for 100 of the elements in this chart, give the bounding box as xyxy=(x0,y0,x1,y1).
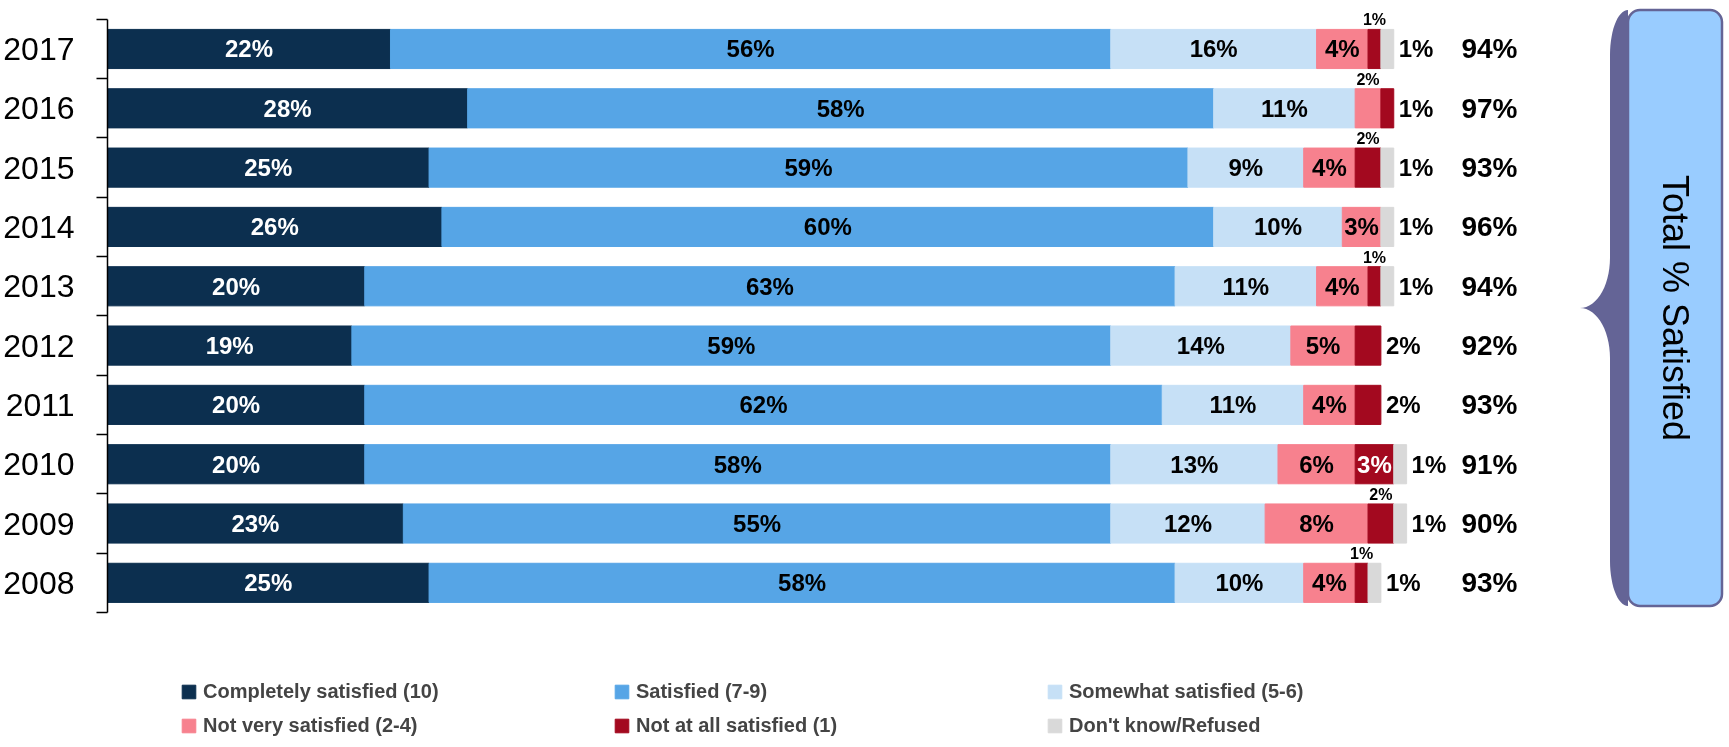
data-label: 14% xyxy=(1176,332,1225,360)
y-tick-label: 2016 xyxy=(3,90,75,127)
data-label: 20% xyxy=(212,272,261,300)
data-label: 11% xyxy=(1209,391,1257,419)
data-label: 3% xyxy=(1344,213,1379,241)
data-label: 1% xyxy=(1362,11,1387,29)
bar xyxy=(107,325,353,366)
data-label: 20% xyxy=(212,391,261,419)
data-label: 10% xyxy=(1215,569,1264,597)
data-label: 3% xyxy=(1357,450,1392,478)
bar xyxy=(107,28,391,70)
bar xyxy=(1110,325,1292,366)
y-tick-label: 2009 xyxy=(3,505,75,542)
data-label: 1% xyxy=(1362,248,1387,266)
bar xyxy=(441,206,1215,248)
bar xyxy=(1393,503,1408,544)
data-label: 55% xyxy=(733,510,782,538)
legend-label: Not very satisfied (2-4) xyxy=(203,714,419,737)
text: 93% xyxy=(1461,389,1518,421)
bar xyxy=(1367,562,1382,603)
legend-label: Don't know/Refused xyxy=(1069,714,1262,737)
data-label: 25% xyxy=(244,154,293,182)
bar xyxy=(1380,147,1395,188)
data-label: 10% xyxy=(1253,213,1303,241)
data-label: 16% xyxy=(1189,35,1238,63)
bar xyxy=(1354,147,1382,188)
bar xyxy=(107,384,366,425)
bar xyxy=(107,88,469,129)
data-label: 1% xyxy=(1411,450,1447,478)
bar xyxy=(1354,384,1382,425)
bar xyxy=(1380,28,1395,70)
bar xyxy=(1174,562,1305,603)
y-tick-label: 2012 xyxy=(3,327,75,364)
bar xyxy=(107,147,430,188)
bar xyxy=(1110,28,1318,70)
text: 91% xyxy=(1461,448,1518,480)
data-label: 59% xyxy=(784,154,833,182)
data-label: 26% xyxy=(250,213,299,241)
data-label: 63% xyxy=(745,272,794,300)
data-label: 1% xyxy=(1350,545,1374,563)
bar xyxy=(1264,503,1369,544)
data-label: 62% xyxy=(739,391,788,419)
data-label: 5% xyxy=(1305,332,1341,360)
bar xyxy=(1110,444,1279,485)
bar xyxy=(402,503,1112,544)
data-label: 19% xyxy=(205,332,254,360)
bar xyxy=(364,266,1176,307)
text: 93% xyxy=(1461,567,1518,599)
y-tick-label: 2008 xyxy=(3,564,75,601)
bar xyxy=(1213,206,1343,248)
legend-label: Not at all satisfied (1) xyxy=(636,714,839,737)
bar xyxy=(389,28,1112,70)
data-label: 58% xyxy=(713,450,762,478)
bar xyxy=(1380,266,1395,307)
data-label: 12% xyxy=(1163,510,1212,538)
bar xyxy=(1367,266,1382,307)
data-label: 1% xyxy=(1398,35,1434,63)
bar xyxy=(107,503,404,544)
bar xyxy=(107,562,430,603)
legend-label: Satisfied (7-9) xyxy=(636,680,769,703)
bar xyxy=(351,325,1112,366)
data-label: 8% xyxy=(1299,510,1334,538)
bar xyxy=(1213,88,1356,129)
data-label: 56% xyxy=(726,35,775,63)
data-label: 4% xyxy=(1312,154,1347,182)
bar xyxy=(1161,384,1305,425)
data-label: 4% xyxy=(1324,272,1360,300)
data-label: 2% xyxy=(1356,70,1380,88)
bar xyxy=(1367,28,1382,70)
data-label: 28% xyxy=(263,94,312,122)
data-label: 1% xyxy=(1398,94,1434,122)
data-label: 1% xyxy=(1398,213,1434,241)
data-label: 2% xyxy=(1385,332,1421,360)
y-tick-label: 2015 xyxy=(3,149,75,186)
bar xyxy=(107,444,366,485)
data-label: 1% xyxy=(1398,154,1434,182)
data-label: 1% xyxy=(1411,510,1447,538)
bar xyxy=(1354,88,1382,129)
bar xyxy=(1367,503,1395,544)
bar xyxy=(467,88,1215,129)
data-label: 60% xyxy=(803,213,852,241)
data-label: 13% xyxy=(1170,450,1219,478)
y-tick-label: 2017 xyxy=(3,30,75,67)
data-label: 2% xyxy=(1356,130,1380,148)
bar xyxy=(1354,325,1382,366)
data-label: 4% xyxy=(1312,569,1347,597)
data-label: 59% xyxy=(707,332,756,360)
bar xyxy=(428,562,1176,603)
y-tick-label: 2010 xyxy=(3,446,75,483)
text: 94% xyxy=(1461,33,1518,65)
text: 93% xyxy=(1461,152,1518,184)
bar xyxy=(107,266,366,307)
data-label: 25% xyxy=(244,569,293,597)
bar xyxy=(1174,266,1318,307)
bar xyxy=(428,147,1189,188)
data-label: 2% xyxy=(1369,485,1393,503)
data-label: 20% xyxy=(212,450,261,478)
bar xyxy=(1393,444,1408,485)
bar xyxy=(107,206,443,248)
data-label: 2% xyxy=(1385,391,1421,419)
